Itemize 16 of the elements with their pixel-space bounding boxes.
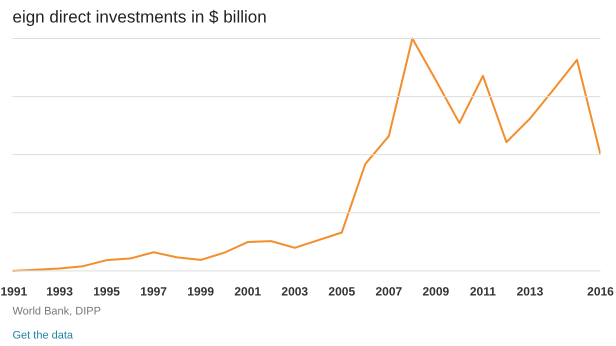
x-tick-label: 2007 bbox=[375, 284, 402, 298]
x-tick-label: 2016 bbox=[587, 284, 614, 298]
x-tick-label: 1995 bbox=[93, 284, 120, 298]
x-tick-label: 1991 bbox=[0, 284, 28, 298]
x-tick-label: 2001 bbox=[234, 284, 262, 298]
text: World Bank, DIPP bbox=[12, 306, 101, 318]
x-tick-label: 2011 bbox=[470, 284, 496, 298]
x-tick-label: 2013 bbox=[516, 284, 544, 298]
x-tick-label: 1997 bbox=[140, 284, 168, 298]
x-tick-label: 2009 bbox=[422, 284, 450, 298]
x-tick-label: 2003 bbox=[281, 284, 308, 298]
x-tick-label: 1999 bbox=[187, 284, 214, 298]
x-tick-label: 1993 bbox=[46, 284, 74, 298]
chart-title: eign direct investments in $ billion bbox=[12, 8, 267, 26]
x-tick-label: 2005 bbox=[328, 284, 356, 298]
text: Get the data bbox=[12, 330, 74, 342]
